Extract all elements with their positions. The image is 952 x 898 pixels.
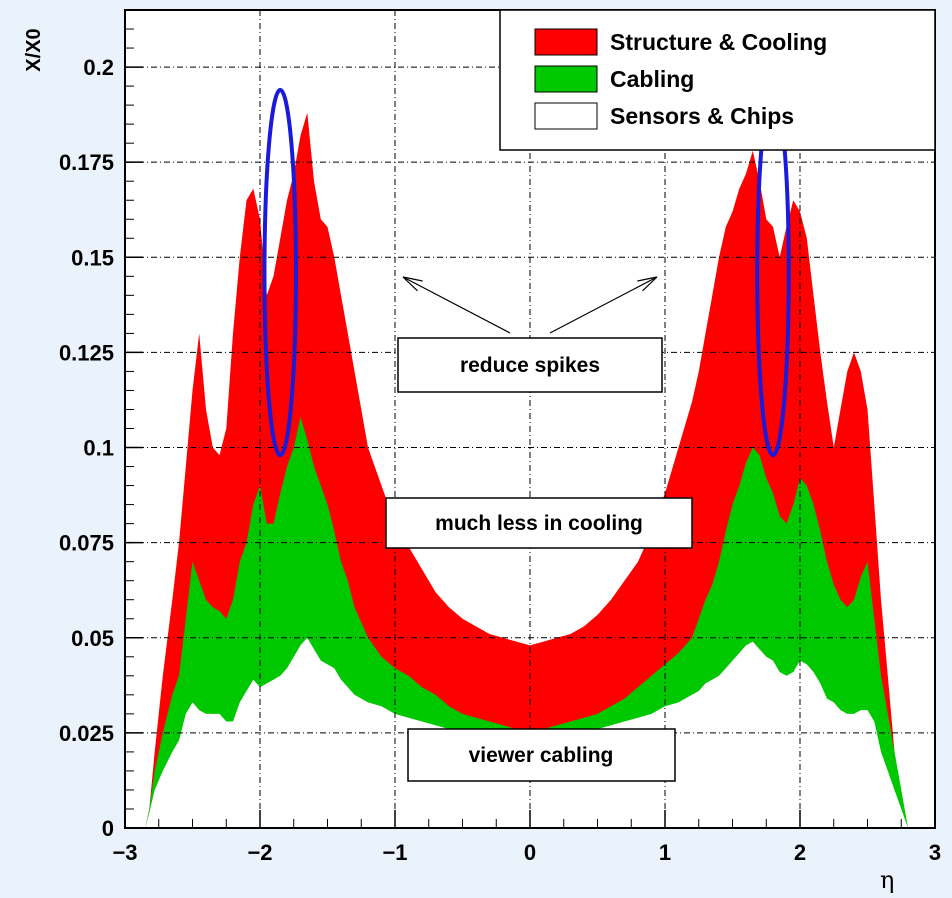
x-tick-label: −3 <box>112 840 137 865</box>
annotation-box-much-less-cooling <box>385 497 693 549</box>
annotation-reduce-spikes: reduce spikes <box>397 337 663 393</box>
y-tick-label: 0 <box>102 816 114 841</box>
x-tick-label: −2 <box>247 840 272 865</box>
annotation-box-viewer-cabling <box>407 728 676 782</box>
x-tick-label: 2 <box>794 840 806 865</box>
legend-label-structure: Structure & Cooling <box>610 29 827 55</box>
highlight-ellipse-left <box>262 87 299 458</box>
y-tick-label: 0.2 <box>83 55 114 80</box>
y-tick-label: 0.05 <box>71 626 114 651</box>
y-tick-label: 0.1 <box>83 436 114 461</box>
legend-swatch-sensors <box>534 102 598 130</box>
y-tick-label: 0.075 <box>59 531 114 556</box>
legend-swatch-cabling <box>534 65 598 93</box>
x-tick-label: 0 <box>524 840 536 865</box>
annotation-viewer-cabling: viewer cabling <box>407 728 676 782</box>
legend-swatch-structure <box>534 28 598 56</box>
x-tick-label: 3 <box>929 840 941 865</box>
annotation-text-viewer-cabling: viewer cabling <box>469 744 614 767</box>
legend: Structure & Cooling Cabling Sensors & Ch… <box>499 9 936 151</box>
annotation-box-reduce-spikes <box>397 337 663 393</box>
annotation-text-much-less-cooling: much less in cooling <box>435 512 643 535</box>
x-axis-ticks: −3 −2 −1 0 1 2 3 <box>112 810 941 865</box>
annotation-text-reduce-spikes: reduce spikes <box>460 354 600 377</box>
legend-label-cabling: Cabling <box>610 66 694 92</box>
legend-label-sensors: Sensors & Chips <box>610 103 794 129</box>
grid-lines <box>125 10 935 828</box>
annotation-arrows <box>402 276 658 334</box>
y-tick-label: 0.025 <box>59 721 114 746</box>
stacked-areas <box>145 112 908 828</box>
x-tick-label: −1 <box>382 840 407 865</box>
x-tick-label: 1 <box>659 840 671 865</box>
x-axis-label: η <box>880 866 894 894</box>
arrow-right <box>549 276 658 334</box>
y-axis-label: X/X0 <box>23 28 45 71</box>
y-tick-label: 0.175 <box>59 150 114 175</box>
y-tick-label: 0.15 <box>71 245 114 270</box>
y-tick-label: 0.125 <box>59 340 114 365</box>
annotation-much-less-cooling: much less in cooling <box>385 497 693 549</box>
y-axis-ticks: 0 0.025 0.05 0.075 0.1 0.125 0.15 0.175 0.2 <box>59 9 143 841</box>
arrow-left <box>402 276 511 334</box>
area-sensors-chips <box>145 637 908 828</box>
